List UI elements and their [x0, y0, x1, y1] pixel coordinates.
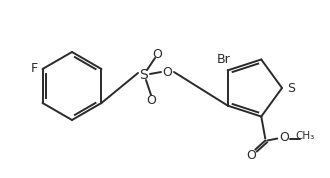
Text: F: F: [31, 62, 38, 75]
Text: O: O: [152, 48, 162, 61]
Text: CH₃: CH₃: [296, 130, 315, 141]
Text: S: S: [287, 82, 295, 95]
Text: O: O: [279, 131, 289, 144]
Text: O: O: [162, 66, 172, 78]
Text: O: O: [146, 93, 156, 106]
Text: O: O: [246, 149, 256, 162]
Text: Br: Br: [217, 53, 231, 66]
Text: S: S: [139, 68, 148, 82]
